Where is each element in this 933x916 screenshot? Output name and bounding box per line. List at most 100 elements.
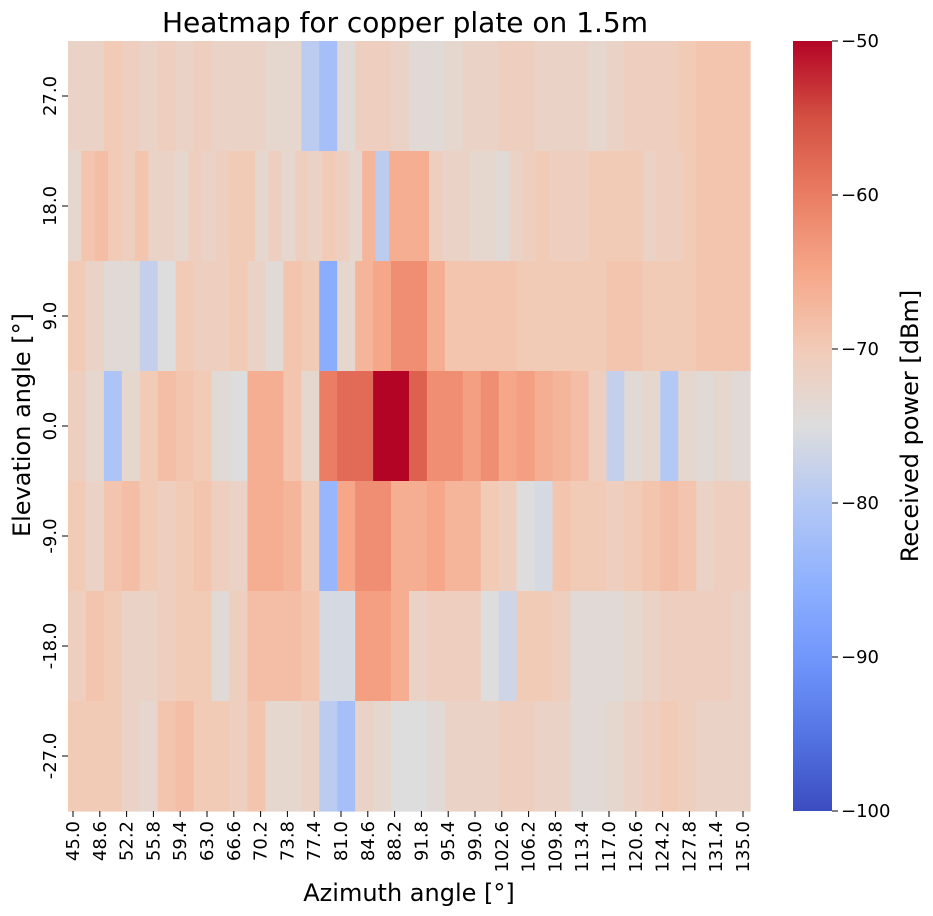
heatmap-cell xyxy=(714,41,733,152)
heatmap-cell xyxy=(678,41,697,152)
heatmap-cell xyxy=(121,41,141,152)
heatmap-cell xyxy=(265,701,284,812)
x-tick-label: 63.0 xyxy=(197,821,218,861)
heatmap-cell xyxy=(174,151,189,262)
heatmap-cell xyxy=(534,41,554,152)
heatmap-cell xyxy=(660,261,679,372)
heatmap-cell xyxy=(606,261,625,372)
heatmap-cell xyxy=(337,701,356,812)
heatmap-cell xyxy=(337,261,356,372)
heatmap-cell xyxy=(301,591,320,702)
heatmap-cell xyxy=(480,481,500,592)
colorbar xyxy=(793,41,832,811)
heatmap-cell xyxy=(301,371,320,482)
heatmap-cell xyxy=(498,261,518,372)
heatmap-cell xyxy=(714,591,733,702)
heatmap-cell xyxy=(552,481,572,592)
heatmap-cell xyxy=(265,41,284,152)
x-tick-label: 106.2 xyxy=(519,821,540,873)
heatmap-cell xyxy=(85,591,105,702)
heatmap-cell xyxy=(480,371,500,482)
x-tick-label: 84.6 xyxy=(358,821,379,861)
heatmap-cell xyxy=(188,151,203,262)
heatmap-cell xyxy=(355,41,374,152)
heatmap-cell xyxy=(391,41,410,152)
heatmap-cell xyxy=(629,151,644,262)
heatmap-cell xyxy=(696,591,715,702)
heatmap-cell xyxy=(516,371,536,482)
heatmap-cell xyxy=(444,481,464,592)
heatmap-cell xyxy=(319,481,338,592)
heatmap-cell xyxy=(444,41,464,152)
heatmap-cell xyxy=(161,151,176,262)
heatmap-cell xyxy=(516,261,536,372)
heatmap-cell xyxy=(337,371,356,482)
heatmap-cell xyxy=(322,151,337,262)
heatmap-cell xyxy=(348,151,363,262)
heatmap-cell xyxy=(588,261,608,372)
heatmap-cell xyxy=(193,261,213,372)
heatmap-cell xyxy=(642,591,661,702)
heatmap-cell xyxy=(642,371,661,482)
heatmap-cell xyxy=(732,371,751,482)
heatmap-cell xyxy=(660,481,679,592)
heatmap-cell xyxy=(696,151,711,262)
heatmap-cell xyxy=(498,41,518,152)
heatmap-cell xyxy=(498,591,518,702)
heatmap-cell xyxy=(498,481,518,592)
heatmap-cell xyxy=(94,151,109,262)
heatmap-cell xyxy=(148,151,163,262)
x-tick-label: 117.0 xyxy=(599,821,620,873)
heatmap-cell xyxy=(247,261,267,372)
heatmap-cell xyxy=(68,371,87,482)
heatmap-cell xyxy=(516,701,536,812)
heatmap-cell xyxy=(462,261,482,372)
x-tick-label: 73.8 xyxy=(277,821,298,861)
heatmap-cell xyxy=(391,701,410,812)
heatmap-cell xyxy=(121,701,141,812)
heatmap-cell xyxy=(536,151,551,262)
heatmap-cell xyxy=(337,591,356,702)
heatmap-cell xyxy=(121,371,141,482)
heatmap-cell xyxy=(642,481,661,592)
colorbar-tick-label: −100 xyxy=(841,801,890,822)
heatmap-cell xyxy=(462,371,482,482)
heatmap-cell xyxy=(355,591,374,702)
heatmap-cell xyxy=(319,41,338,152)
heatmap-cell xyxy=(426,591,446,702)
heatmap-cell xyxy=(549,151,564,262)
x-tick-label: 77.4 xyxy=(304,821,325,861)
heatmap-cell xyxy=(732,481,751,592)
heatmap-cell xyxy=(193,41,213,152)
heatmap-cell xyxy=(570,371,590,482)
heatmap-cell xyxy=(426,41,446,152)
heatmap-cell xyxy=(283,591,302,702)
heatmap-cell xyxy=(139,481,159,592)
heatmap-cell xyxy=(442,151,457,262)
heatmap-cell xyxy=(683,151,698,262)
x-tick-label: 113.4 xyxy=(572,821,593,873)
heatmap-cell xyxy=(175,481,195,592)
heatmap-cell xyxy=(498,371,518,482)
x-axis-ticks: 45.0 48.6 52.2 55.8 59.4 63.0 66.6 70.2 73.8 77.4… xyxy=(63,811,754,873)
heatmap-cell xyxy=(68,151,82,262)
heatmap-cell xyxy=(624,481,643,592)
heatmap-cell xyxy=(265,591,284,702)
x-tick-label: 52.2 xyxy=(117,821,138,861)
heatmap-cell xyxy=(588,701,608,812)
heatmap-cell xyxy=(444,371,464,482)
heatmap-cell xyxy=(624,701,643,812)
heatmap-cell xyxy=(295,151,310,262)
heatmap-cell xyxy=(656,151,671,262)
heatmap-cell xyxy=(660,371,679,482)
heatmap-cell xyxy=(462,481,482,592)
heatmap-cell xyxy=(495,151,510,262)
heatmap-cell xyxy=(157,481,177,592)
heatmap-cell xyxy=(229,261,249,372)
heatmap-cell xyxy=(265,371,284,482)
heatmap-cell xyxy=(516,41,536,152)
heatmap-cell xyxy=(732,261,751,372)
heatmap-cell xyxy=(241,151,256,262)
heatmap-cell xyxy=(409,371,428,482)
